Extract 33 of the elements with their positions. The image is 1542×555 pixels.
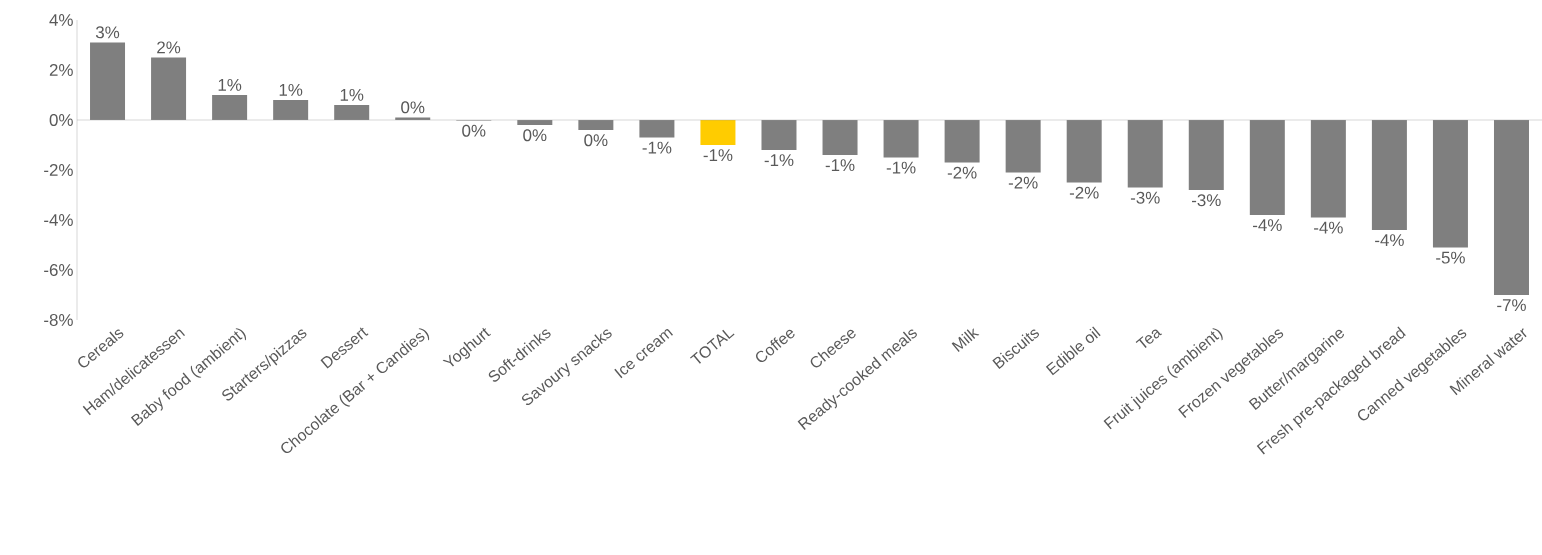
data-label: 1% <box>279 83 303 96</box>
data-label: 1% <box>218 78 242 91</box>
data-label: -5% <box>1436 251 1465 264</box>
data-label: -3% <box>1130 191 1160 204</box>
data-label: -3% <box>1191 194 1221 207</box>
x-tick-label: Tea <box>1135 329 1163 348</box>
data-label: -4% <box>1375 234 1404 247</box>
data-label: -1% <box>703 149 733 162</box>
data-label: -2% <box>1008 176 1038 189</box>
y-tick-label: -8% <box>44 314 73 326</box>
data-label: 0% <box>462 124 486 137</box>
data-label: 1% <box>340 88 364 101</box>
data-label: -1% <box>764 154 794 167</box>
data-label: 0% <box>584 134 608 147</box>
y-tick-label: 2% <box>49 64 73 76</box>
y-tick-label: -2% <box>44 164 73 176</box>
y-tick-label: -4% <box>44 214 73 226</box>
data-label: -2% <box>1069 186 1099 199</box>
data-label: 0% <box>401 101 425 114</box>
y-tick-label: -6% <box>44 264 73 276</box>
data-label: -1% <box>825 159 855 172</box>
data-label: -1% <box>642 141 672 154</box>
y-tick-label: 0% <box>49 114 73 126</box>
x-tick-label: Milk <box>951 328 980 352</box>
data-label: -2% <box>947 166 977 179</box>
data-label: 3% <box>95 26 120 39</box>
data-label: -1% <box>886 161 916 174</box>
data-label: -4% <box>1253 219 1282 232</box>
data-label: -7% <box>1497 299 1526 312</box>
y-tick-label: 4% <box>49 14 73 26</box>
data-label: -4% <box>1314 221 1343 234</box>
data-label: 0% <box>523 129 547 142</box>
data-label: 2% <box>157 41 181 54</box>
